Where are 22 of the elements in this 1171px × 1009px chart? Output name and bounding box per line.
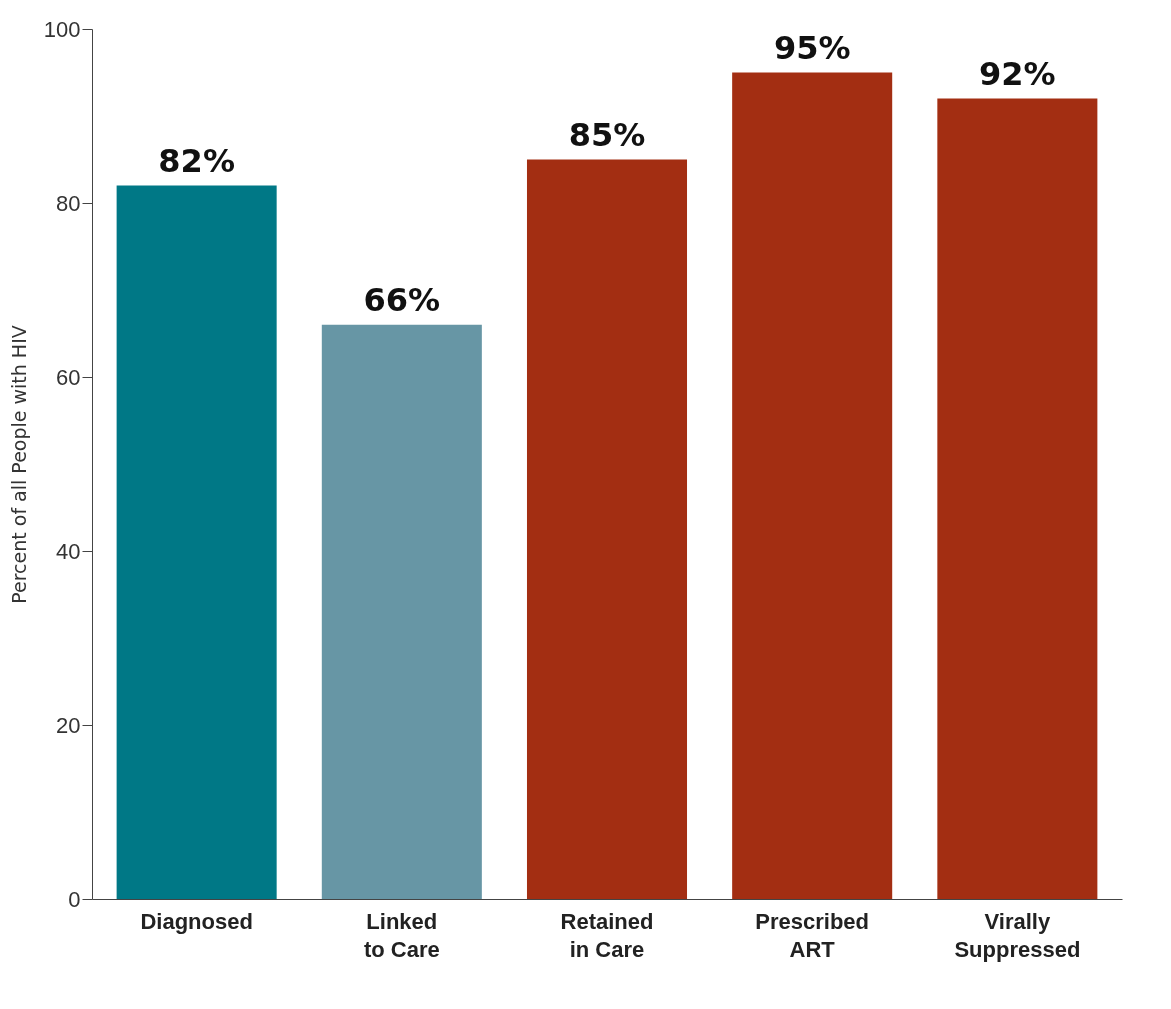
- bar: [321, 324, 482, 899]
- y-tick-label: 80: [56, 190, 81, 216]
- data-label: 82%: [158, 141, 235, 180]
- bar: [526, 159, 688, 899]
- data-label: 95%: [773, 28, 851, 67]
- y-axis-title: Percent of all People with HIV: [7, 325, 30, 604]
- bar: [732, 72, 893, 899]
- data-label: 66%: [363, 280, 441, 319]
- x-tick-label: Prescribed ART: [755, 908, 870, 962]
- x-tick-label: Linked to Care: [363, 908, 440, 962]
- x-tick-label: Virally Suppressed: [954, 908, 1081, 962]
- y-tick-label: 0: [68, 886, 81, 912]
- y-tick-label: 40: [56, 538, 81, 564]
- y-tick-label: 20: [56, 712, 81, 738]
- bar: [116, 185, 277, 899]
- bar: [937, 98, 1098, 899]
- x-tick-label: Retained in Care: [560, 908, 654, 962]
- data-label: 85%: [568, 115, 646, 154]
- data-label: 92%: [979, 54, 1056, 93]
- y-tick-label: 60: [56, 364, 81, 390]
- x-tick-label: Diagnosed: [140, 908, 253, 934]
- y-tick-label: 100: [43, 16, 81, 42]
